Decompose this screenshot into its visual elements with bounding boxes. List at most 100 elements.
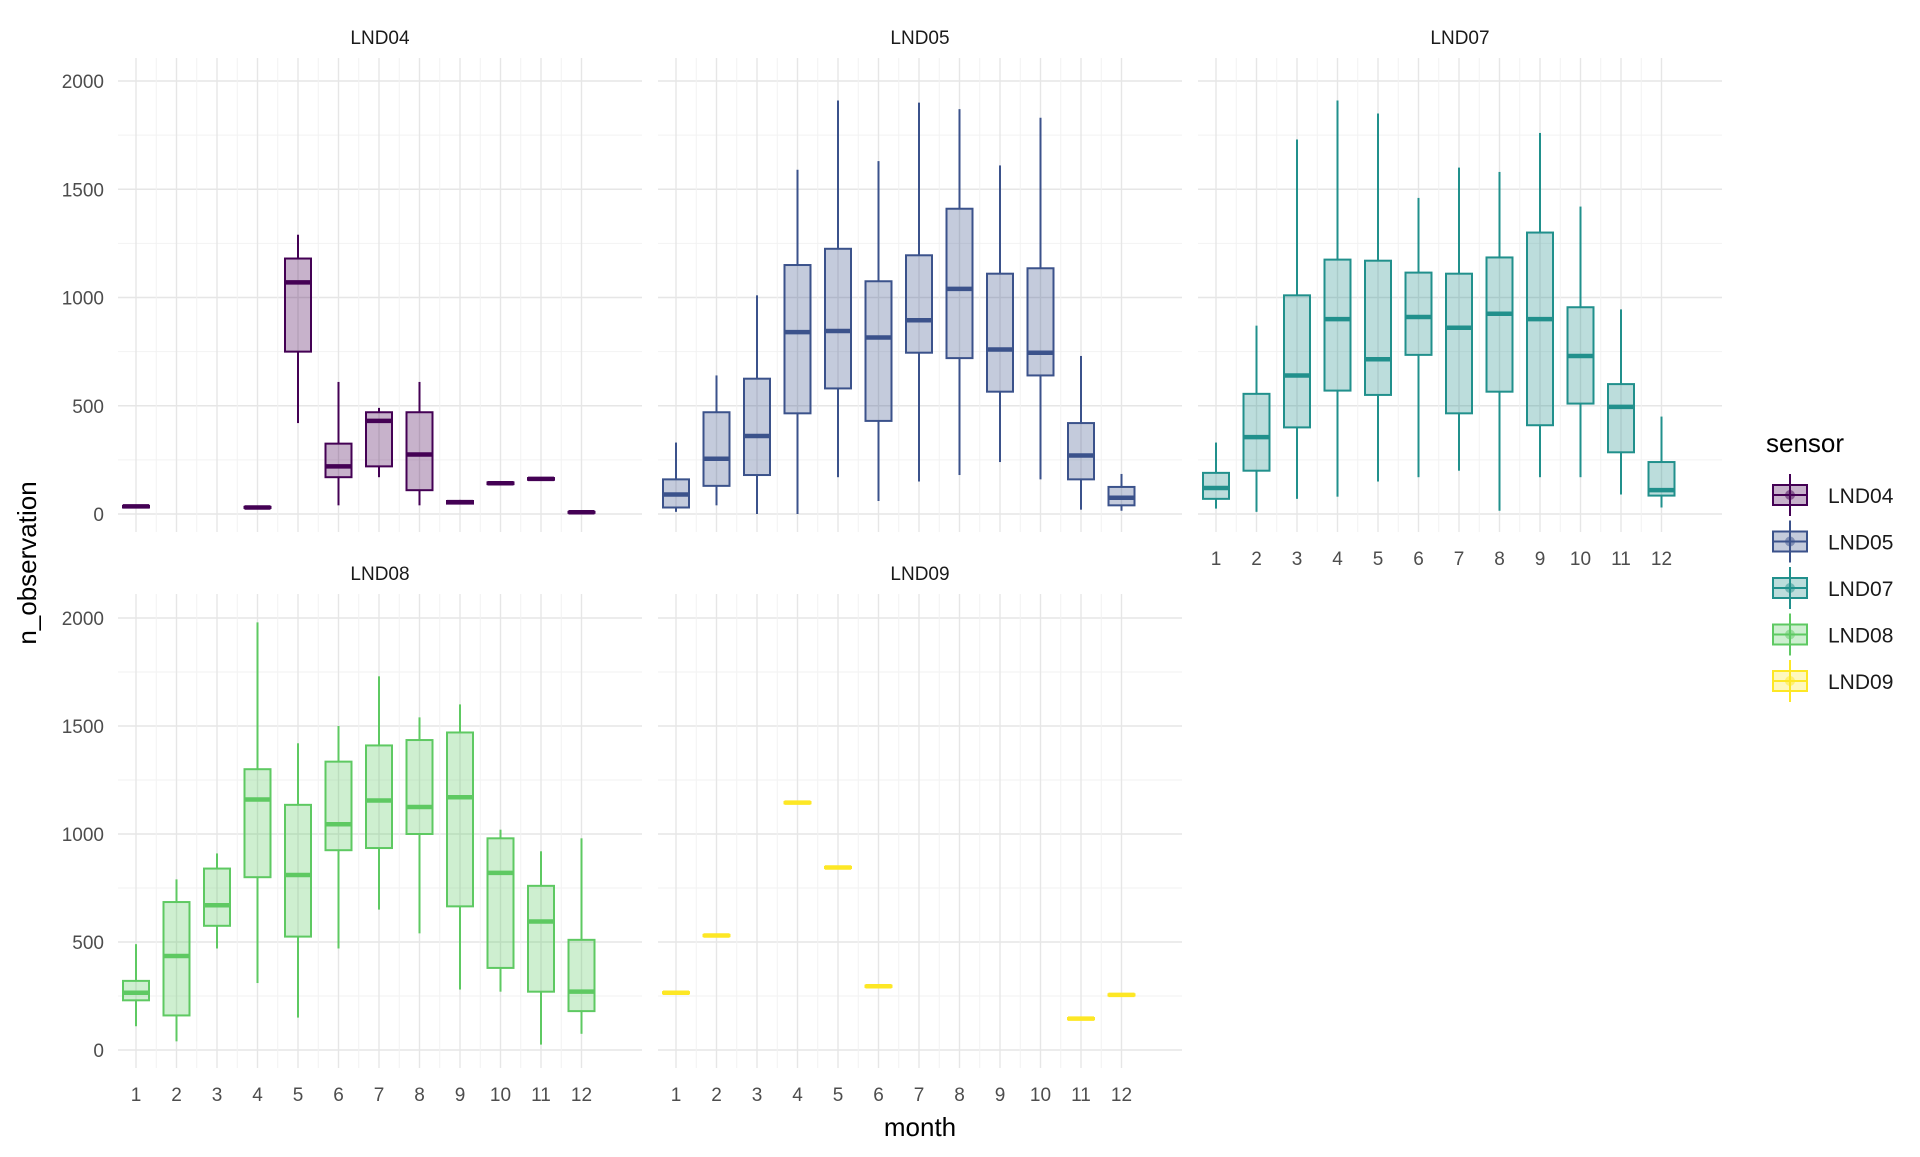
box-lnd04-month-6 xyxy=(324,381,353,506)
box-lnd09-month-12 xyxy=(1107,992,1136,998)
panel-title: LND09 xyxy=(890,564,949,585)
box-lnd05-month-5 xyxy=(824,100,852,478)
box-lnd05-month-1 xyxy=(662,442,690,512)
box-iqr xyxy=(1067,422,1095,481)
box-lnd09-month-5 xyxy=(824,865,852,870)
y-tick-label: 1500 xyxy=(62,717,104,738)
box-lnd05-month-3 xyxy=(743,295,771,514)
box-lnd07-month-6 xyxy=(1404,197,1433,478)
box-iqr xyxy=(1283,294,1311,429)
y-tick-label: 0 xyxy=(93,505,104,526)
box-lnd04-month-8 xyxy=(405,381,434,506)
box-iqr xyxy=(486,837,515,969)
y-tick-label: 0 xyxy=(93,1041,104,1062)
x-tick-label: 3 xyxy=(752,1085,763,1106)
box-iqr xyxy=(1404,271,1433,356)
box-lnd08-month-7 xyxy=(365,676,393,910)
box-iqr xyxy=(567,938,596,1013)
x-tick-label: 8 xyxy=(1494,549,1505,570)
legend-label: LND05 xyxy=(1828,532,1893,555)
box-iqr xyxy=(1485,256,1514,393)
box-iqr xyxy=(162,901,191,1017)
x-tick-label: 4 xyxy=(792,1085,803,1106)
box-iqr xyxy=(284,803,312,938)
box-lnd07-month-9 xyxy=(1526,132,1554,478)
box-lnd08-month-6 xyxy=(324,726,353,949)
x-tick-label: 5 xyxy=(293,1085,304,1106)
legend-item-lnd07: LND07 xyxy=(1772,567,1893,609)
box-iqr xyxy=(243,768,272,879)
x-axis-title: month xyxy=(884,1112,956,1142)
x-tick-label: 11 xyxy=(531,1085,551,1106)
x-tick-label: 10 xyxy=(1030,1085,1051,1106)
x-tick-label: 11 xyxy=(1611,549,1631,570)
box-lnd09-month-2 xyxy=(702,933,731,938)
box-iqr xyxy=(527,884,555,993)
box-iqr xyxy=(1323,258,1352,392)
panel-lnd05: LND05 xyxy=(658,28,1182,532)
x-tick-label: 9 xyxy=(1535,549,1546,570)
panel-title: LND08 xyxy=(350,564,409,585)
box-lnd07-month-7 xyxy=(1445,167,1473,471)
x-tick-label: 7 xyxy=(914,1085,925,1106)
box-iqr xyxy=(405,411,434,492)
box-iqr xyxy=(1026,267,1055,377)
x-tick-label: 4 xyxy=(252,1085,263,1106)
box-iqr xyxy=(743,377,771,477)
legend-key-point xyxy=(1785,536,1795,547)
box-iqr xyxy=(1526,231,1554,427)
y-tick-label: 1000 xyxy=(62,825,104,846)
box-iqr xyxy=(864,280,893,422)
x-tick-label: 2 xyxy=(171,1085,182,1106)
panel-title: LND05 xyxy=(890,28,949,49)
box-lnd08-month-9 xyxy=(446,704,474,990)
box-lnd04-month-9 xyxy=(446,499,474,505)
box-iqr xyxy=(702,411,731,487)
box-lnd09-month-11 xyxy=(1067,1016,1095,1021)
box-lnd08-month-10 xyxy=(486,829,515,992)
x-tick-label: 6 xyxy=(873,1085,884,1106)
box-iqr xyxy=(284,257,312,353)
y-tick-label: 2000 xyxy=(62,609,104,630)
box-lnd05-month-9 xyxy=(986,165,1014,463)
box-lnd04-month-1 xyxy=(122,504,150,509)
legend-item-lnd09: LND09 xyxy=(1772,660,1893,702)
x-tick-label: 1 xyxy=(1211,549,1222,570)
y-tick-label: 500 xyxy=(72,397,104,418)
box-lnd08-month-3 xyxy=(203,853,231,949)
legend-key-point xyxy=(1785,583,1795,593)
box-lnd04-month-4 xyxy=(243,505,272,510)
x-tick-label: 6 xyxy=(333,1085,344,1106)
x-tick-label: 12 xyxy=(1651,549,1672,570)
legend-label: LND04 xyxy=(1828,485,1894,508)
x-tick-label: 8 xyxy=(954,1085,965,1106)
box-lnd08-month-5 xyxy=(284,743,312,1018)
box-iqr xyxy=(324,442,353,479)
box-lnd07-month-12 xyxy=(1647,416,1676,508)
box-lnd07-month-10 xyxy=(1566,206,1595,478)
legend-title: sensor xyxy=(1766,428,1844,458)
y-tick-label: 1500 xyxy=(62,180,104,201)
box-lnd07-month-3 xyxy=(1283,139,1311,499)
box-lnd05-month-11 xyxy=(1067,355,1095,510)
box-lnd05-month-10 xyxy=(1026,117,1055,480)
box-lnd05-month-7 xyxy=(905,102,933,482)
x-tick-label: 3 xyxy=(212,1085,223,1106)
legend-label: LND09 xyxy=(1828,671,1893,694)
box-lnd05-month-8 xyxy=(945,109,974,476)
box-lnd08-month-11 xyxy=(527,851,555,1045)
x-tick-label: 10 xyxy=(1570,549,1591,570)
box-lnd07-month-1 xyxy=(1202,442,1230,509)
y-axis-title: n_observation xyxy=(12,481,42,644)
box-iqr xyxy=(324,760,353,852)
box-iqr xyxy=(1364,259,1392,396)
box-lnd07-month-5 xyxy=(1364,113,1392,482)
box-iqr xyxy=(945,207,974,360)
box-lnd05-month-2 xyxy=(702,375,731,506)
box-lnd04-month-5 xyxy=(284,234,312,424)
